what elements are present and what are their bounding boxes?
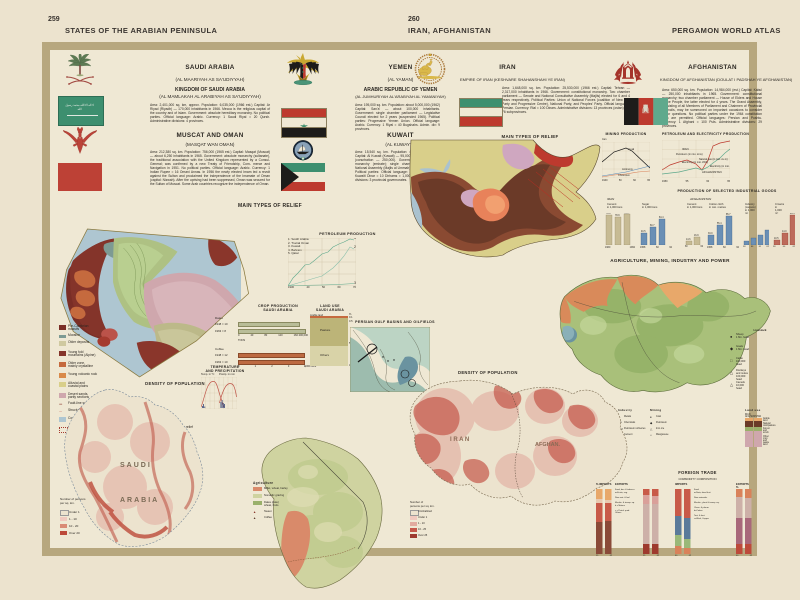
svg-text:29.3: 29.3 bbox=[790, 213, 795, 215]
svg-text:I R A N: I R A N bbox=[450, 437, 469, 443]
svg-text:ARABIA: ARABIA bbox=[120, 497, 159, 504]
svg-text:AFGHANISTAN: AFGHANISTAN bbox=[702, 170, 722, 174]
svg-text:14.6: 14.6 bbox=[686, 239, 691, 241]
svg-text:Chromium: Chromium bbox=[618, 173, 630, 177]
svg-text:55.4: 55.4 bbox=[717, 223, 722, 225]
svg-text:10.5: 10.5 bbox=[774, 238, 779, 240]
svg-text:60.7: 60.7 bbox=[650, 225, 655, 227]
svg-text:AFGHAN.: AFGHAN. bbox=[535, 442, 561, 448]
svg-text:79.9: 79.9 bbox=[624, 213, 629, 215]
svg-text:Petroleum (in mio. tons): Petroleum (in mio. tons) bbox=[676, 153, 703, 156]
svg-text:14.0: 14.0 bbox=[782, 231, 787, 233]
svg-text:3: 3 bbox=[354, 281, 356, 285]
svg-text:40.5: 40.5 bbox=[641, 231, 646, 233]
svg-text:16.9: 16.9 bbox=[694, 235, 699, 237]
svg-text:Natural gas (in mio. cu.m): Natural gas (in mio. cu.m) bbox=[699, 158, 728, 161]
svg-text:Electricity (in mio. kWh): Electricity (in mio. kWh) bbox=[710, 165, 730, 168]
svg-text:33.0: 33.0 bbox=[708, 233, 713, 235]
svg-text:Electricity (in mio. kWh): Electricity (in mio. kWh) bbox=[682, 161, 708, 164]
svg-text:84.4: 84.4 bbox=[659, 217, 664, 219]
svg-text:70.0: 70.0 bbox=[606, 213, 611, 215]
svg-text:Coal: Coal bbox=[628, 147, 635, 151]
svg-text:78.9: 78.9 bbox=[615, 215, 620, 217]
svg-text:Antimony: Antimony bbox=[622, 167, 634, 171]
svg-text:2: 2 bbox=[354, 245, 356, 249]
svg-text:SAUDI: SAUDI bbox=[120, 462, 152, 469]
svg-text:IRAN: IRAN bbox=[682, 147, 689, 151]
svg-text:85.7: 85.7 bbox=[726, 214, 731, 216]
svg-text:1: 1 bbox=[354, 238, 356, 240]
